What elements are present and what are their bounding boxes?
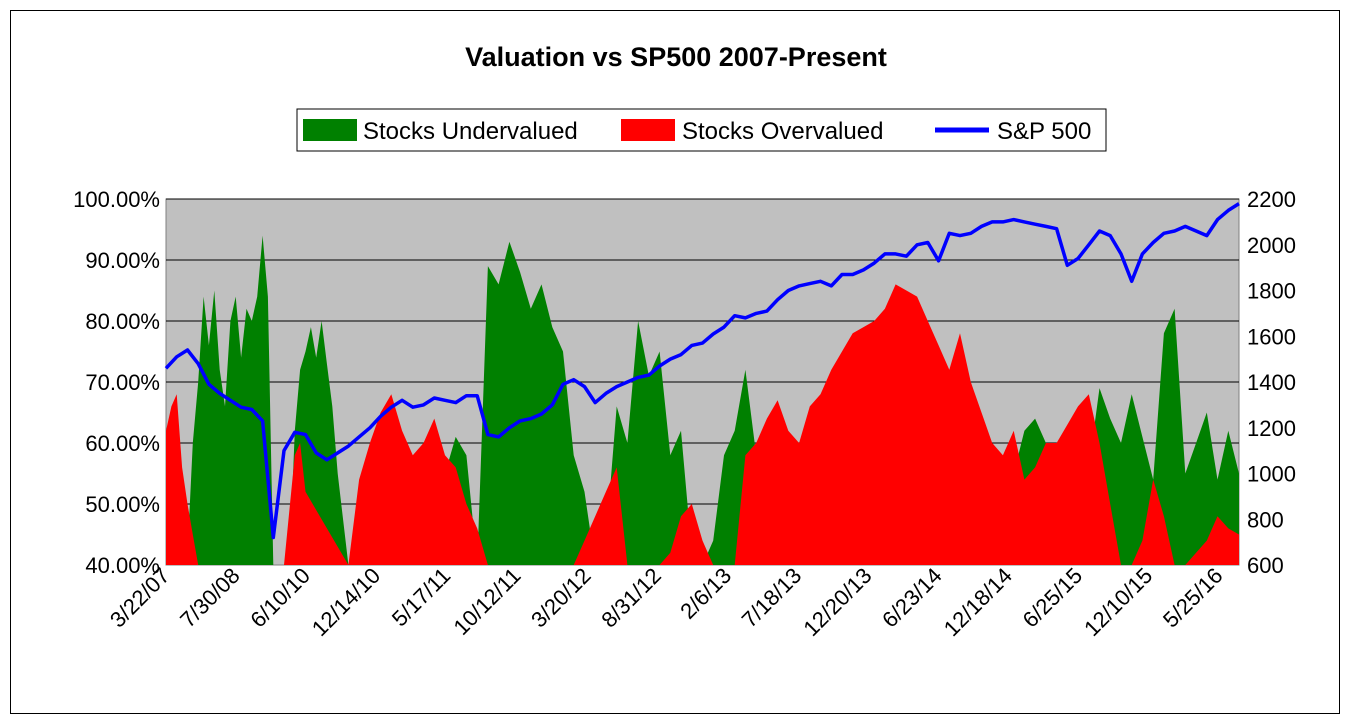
- x-tick-label: 3/20/12: [526, 563, 596, 633]
- y-left-tick-label: 80.00%: [85, 309, 160, 334]
- y-right-tick-label: 1600: [1247, 324, 1296, 349]
- x-tick-label: 12/18/14: [939, 563, 1017, 641]
- sp500-line-group: [164, 202, 1240, 540]
- legend: Stocks Undervalued Stocks Overvalued S&P…: [296, 108, 1107, 152]
- y-axis-right: 600 800 1000 1200 1400 1600 1800 2000 2200: [1247, 187, 1296, 578]
- y-right-tick-label: 600: [1247, 553, 1284, 578]
- chart-canvas: Valuation vs SP500 2007-Present Stocks U…: [73, 42, 1296, 641]
- y-axis-left: 40.00% 50.00% 60.00% 70.00% 80.00% 90.00% 100.…: [73, 187, 160, 578]
- y-left-tick-label: 100.00%: [73, 187, 160, 212]
- y-left-tick-label: 60.00%: [85, 431, 160, 456]
- x-tick-label: 5/25/16: [1158, 563, 1228, 633]
- y-right-tick-label: 1400: [1247, 370, 1296, 395]
- x-tick-label: 12/14/10: [307, 563, 385, 641]
- y-left-tick-label: 70.00%: [85, 370, 160, 395]
- y-right-tick-label: 2200: [1247, 187, 1296, 212]
- x-tick-label: 12/10/15: [1079, 563, 1157, 641]
- y-left-tick-label: 50.00%: [85, 492, 160, 517]
- chart-title: Valuation vs SP500 2007-Present: [465, 42, 887, 72]
- legend-swatch-overvalued: [621, 119, 675, 141]
- legend-label-sp500: S&P 500: [997, 118, 1091, 145]
- x-tick-label: 7/18/13: [737, 563, 807, 633]
- legend-label-overvalued: Stocks Overvalued: [682, 118, 883, 145]
- gridlines: [166, 198, 1239, 505]
- y-right-tick-label: 800: [1247, 507, 1284, 532]
- chart-frame: Valuation vs SP500 2007-Present Stocks U…: [10, 10, 1340, 714]
- x-tick-label: 8/31/12: [596, 563, 666, 633]
- overvalued-area: [166, 284, 1239, 565]
- undervalued-area: [166, 235, 1239, 565]
- undervalued-area-group: [166, 235, 1239, 565]
- y-right-tick-label: 1000: [1247, 462, 1296, 487]
- x-tick-label: 6/10/10: [245, 563, 315, 633]
- x-tick-label: 6/25/15: [1018, 563, 1088, 633]
- x-tick-label: 5/17/11: [387, 563, 455, 631]
- x-tick-label: 6/23/14: [877, 563, 947, 633]
- sp500-line: [164, 202, 1240, 540]
- x-tick-label: 12/20/13: [798, 563, 876, 641]
- legend-swatch-undervalued: [303, 119, 357, 141]
- y-right-tick-label: 1800: [1247, 279, 1296, 304]
- y-left-tick-label: 40.00%: [85, 553, 160, 578]
- y-left-tick-label: 90.00%: [85, 248, 160, 273]
- x-tick-label: 10/12/11: [448, 563, 525, 640]
- x-tick-label: 7/30/08: [175, 563, 245, 633]
- y-right-tick-label: 1200: [1247, 416, 1296, 441]
- legend-label-undervalued: Stocks Undervalued: [363, 118, 578, 145]
- x-tick-label: 2/6/13: [675, 563, 736, 624]
- overvalued-area-group: [166, 284, 1239, 565]
- y-right-tick-label: 2000: [1247, 233, 1296, 258]
